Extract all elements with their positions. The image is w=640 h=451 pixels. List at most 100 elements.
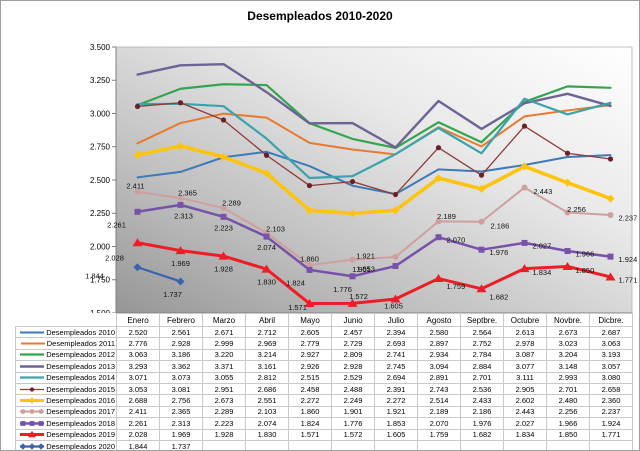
series-name: Desempleados 2014 xyxy=(46,373,115,383)
series-marker xyxy=(433,274,444,283)
month-header: Enero xyxy=(116,313,160,327)
value-cell: 1.976 xyxy=(460,417,504,430)
series-marker xyxy=(478,172,485,178)
table-row: Desempleados 2012 3.063 3.186 3.220 3.214 2.9… xyxy=(15,348,633,362)
value-cell: 2.809 xyxy=(331,348,375,362)
data-label: 2.027 xyxy=(533,241,552,250)
value-cell xyxy=(245,439,289,450)
value-cell: 2.564 xyxy=(460,325,504,339)
legend-key-2012 xyxy=(20,353,45,357)
data-label: 2.074 xyxy=(257,243,276,252)
value-cell: 3.080 xyxy=(589,371,633,384)
value-cell: 1.682 xyxy=(460,428,504,441)
month-header: Novbre. xyxy=(546,313,590,327)
table-corner-cell xyxy=(15,313,117,327)
value-cell: 2.070 xyxy=(417,417,461,430)
y-axis-tick-label: 3.250 xyxy=(90,76,111,85)
value-cell: 2.515 xyxy=(288,371,332,384)
data-label: 1.682 xyxy=(490,292,509,301)
y-axis-tick-label: 2.250 xyxy=(90,209,111,218)
value-cell: 2.313 xyxy=(159,417,203,430)
value-cell xyxy=(589,439,633,450)
series-marker xyxy=(176,277,185,286)
value-cell: 2.743 xyxy=(417,382,461,396)
series-marker xyxy=(349,178,356,185)
series-marker xyxy=(175,246,186,255)
value-cell: 3.186 xyxy=(159,348,203,362)
series-label-cell: Desempleados 2013 xyxy=(15,360,117,373)
series-marker xyxy=(349,273,356,280)
value-cell: 2.891 xyxy=(417,371,461,384)
value-cell: 3.081 xyxy=(159,382,203,396)
series-marker xyxy=(218,251,229,260)
table-row: Desempleados 2015 3.053 3.081 2.951 2.686 2.4… xyxy=(15,382,633,396)
month-header: Febrero xyxy=(159,313,203,327)
value-cell: 2.741 xyxy=(374,348,418,362)
value-cell: 3.087 xyxy=(503,348,547,362)
data-label: 2.289 xyxy=(222,199,241,208)
series-marker xyxy=(261,264,272,273)
value-cell: 1.834 xyxy=(503,428,547,441)
series-name: Desempleados 2018 xyxy=(46,418,115,428)
value-cell: 2.443 xyxy=(503,405,547,419)
data-label: 2.237 xyxy=(619,213,638,222)
y-axis-tick-label: 1.500 xyxy=(90,309,111,313)
month-header: Octubre xyxy=(503,313,547,327)
value-cell: 3.371 xyxy=(202,360,246,373)
value-cell: 2.028 xyxy=(116,428,160,441)
series-marker xyxy=(607,211,614,218)
series-line-2020 xyxy=(136,266,182,283)
series-marker xyxy=(133,150,142,159)
series-marker xyxy=(607,156,614,162)
value-cell: 2.249 xyxy=(331,394,375,407)
value-cell: 2.993 xyxy=(546,371,590,384)
series-marker xyxy=(606,194,615,203)
series-marker xyxy=(563,178,572,187)
value-cell: 3.053 xyxy=(116,382,160,396)
value-cell: 2.673 xyxy=(546,325,590,339)
series-marker xyxy=(347,298,358,307)
value-cell: 2.027 xyxy=(503,417,547,430)
value-cell: 3.073 xyxy=(159,371,203,384)
legend-key-2020 xyxy=(20,442,45,450)
value-cell: 2.905 xyxy=(503,382,547,396)
series-label-cell: Desempleados 2017 xyxy=(15,405,117,419)
value-cell: 3.063 xyxy=(589,337,633,350)
data-label: 1.771 xyxy=(619,275,638,284)
value-cell: 2.926 xyxy=(288,360,332,373)
value-cell: 3.220 xyxy=(202,348,246,362)
line-chart-plot: 1.500 1.750 2.000 2.250 2.500 2.750 3.000 3.250… xyxy=(85,43,638,313)
value-cell: 2.978 xyxy=(503,337,547,350)
series-marker xyxy=(435,218,442,225)
value-cell: 3.023 xyxy=(546,337,590,350)
y-axis-tick-label: 3.000 xyxy=(90,109,111,118)
value-cell: 1.737 xyxy=(159,439,203,450)
series-marker xyxy=(390,294,401,303)
value-cell: 2.779 xyxy=(288,337,332,350)
data-label: 2.070 xyxy=(447,236,466,245)
series-marker xyxy=(134,188,141,195)
series-marker xyxy=(478,246,485,253)
value-cell: 3.293 xyxy=(116,360,160,373)
value-cell: 1.850 xyxy=(546,428,590,441)
series-name: Desempleados 2016 xyxy=(46,396,115,406)
series-marker xyxy=(435,145,442,151)
series-marker xyxy=(435,234,442,241)
data-label: 1.830 xyxy=(257,278,276,287)
series-marker xyxy=(564,209,571,216)
series-label-cell: Desempleados 2011 xyxy=(15,337,117,350)
series-name: Desempleados 2020 xyxy=(46,441,115,451)
series-label-cell: Desempleados 2018 xyxy=(15,417,117,430)
value-cell: 2.360 xyxy=(589,394,633,407)
series-marker xyxy=(29,442,36,450)
series-marker xyxy=(306,182,313,189)
value-cell: 2.784 xyxy=(460,348,504,362)
series-marker xyxy=(20,442,27,450)
legend-key-2011 xyxy=(20,342,45,345)
value-cell: 2.529 xyxy=(331,371,375,384)
data-label: 1.572 xyxy=(349,292,368,301)
value-cell: 1.830 xyxy=(245,428,289,441)
value-cell: 1.901 xyxy=(331,405,375,419)
series-marker xyxy=(177,201,184,208)
series-name: Desempleados 2012 xyxy=(46,350,115,360)
